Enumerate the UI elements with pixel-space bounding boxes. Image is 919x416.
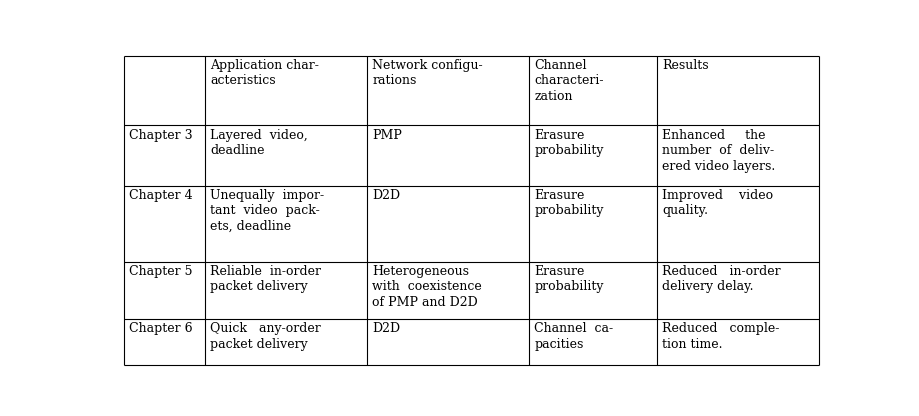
Text: Channel  ca-
pacities: Channel ca- pacities <box>534 322 613 351</box>
Text: Chapter 6: Chapter 6 <box>129 322 192 335</box>
Text: Chapter 5: Chapter 5 <box>129 265 192 278</box>
Text: Heterogeneous
with  coexistence
of PMP and D2D: Heterogeneous with coexistence of PMP an… <box>372 265 482 309</box>
Text: Quick   any-order
packet delivery: Quick any-order packet delivery <box>210 322 321 351</box>
Text: Erasure
probability: Erasure probability <box>534 265 603 293</box>
Text: Channel
characteri-
zation: Channel characteri- zation <box>534 59 603 103</box>
Text: Chapter 3: Chapter 3 <box>129 129 192 141</box>
Text: Reliable  in-order
packet delivery: Reliable in-order packet delivery <box>210 265 321 293</box>
Text: Reduced   in-order
delivery delay.: Reduced in-order delivery delay. <box>662 265 780 293</box>
Text: Reduced   comple-
tion time.: Reduced comple- tion time. <box>662 322 778 351</box>
Text: D2D: D2D <box>372 189 400 202</box>
Text: PMP: PMP <box>372 129 402 141</box>
Text: Chapter 4: Chapter 4 <box>129 189 192 202</box>
Text: Enhanced     the
number  of  deliv-
ered video layers.: Enhanced the number of deliv- ered video… <box>662 129 775 173</box>
Text: Unequally  impor-
tant  video  pack-
ets, deadline: Unequally impor- tant video pack- ets, d… <box>210 189 323 233</box>
Text: Erasure
probability: Erasure probability <box>534 189 603 218</box>
Text: Results: Results <box>662 59 709 72</box>
Text: Layered  video,
deadline: Layered video, deadline <box>210 129 308 157</box>
Text: Application char-
acteristics: Application char- acteristics <box>210 59 319 87</box>
Text: Erasure
probability: Erasure probability <box>534 129 603 157</box>
Text: D2D: D2D <box>372 322 400 335</box>
Text: Improved    video
quality.: Improved video quality. <box>662 189 773 218</box>
Text: Network configu-
rations: Network configu- rations <box>372 59 482 87</box>
